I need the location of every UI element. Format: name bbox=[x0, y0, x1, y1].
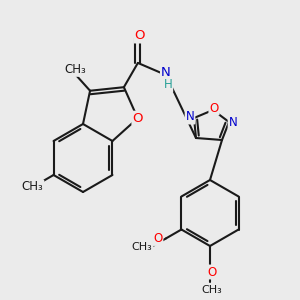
Text: N: N bbox=[161, 66, 171, 80]
Text: N: N bbox=[229, 116, 237, 128]
Text: CH₃: CH₃ bbox=[202, 285, 222, 295]
Text: O: O bbox=[133, 112, 143, 125]
Text: O: O bbox=[209, 101, 219, 115]
Text: N: N bbox=[186, 110, 194, 124]
Text: O: O bbox=[207, 266, 217, 278]
Text: H: H bbox=[164, 78, 172, 92]
Text: CH₃: CH₃ bbox=[64, 63, 86, 76]
Text: CH₃: CH₃ bbox=[22, 181, 44, 194]
Text: CH₃: CH₃ bbox=[132, 242, 153, 253]
Text: O: O bbox=[153, 232, 163, 245]
Text: O: O bbox=[135, 29, 145, 42]
